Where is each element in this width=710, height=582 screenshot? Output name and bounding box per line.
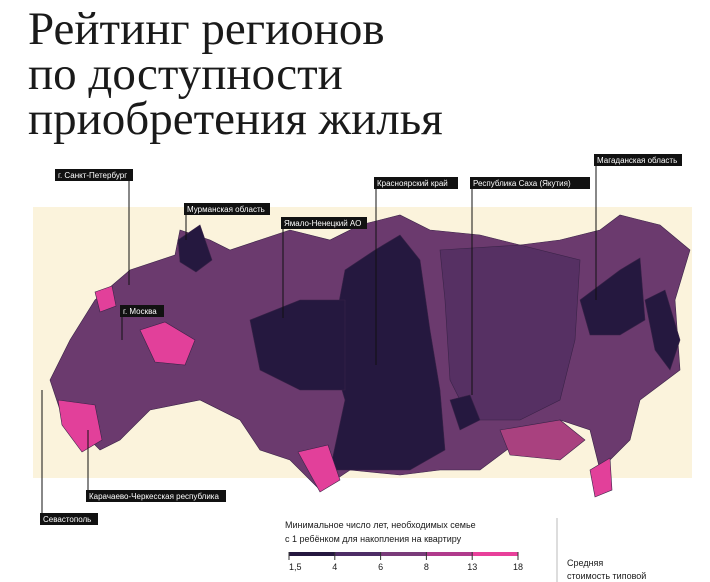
- region-label: Карачаево-Черкесская республика: [89, 492, 219, 501]
- label-box: [470, 177, 590, 189]
- legend-title: Минимальное число лет, необходимых семье: [285, 520, 476, 530]
- region: [57, 399, 103, 453]
- label-box: [40, 513, 98, 525]
- region: [439, 244, 581, 421]
- title-line: по доступности: [28, 48, 343, 100]
- title-line: Рейтинг регионов: [28, 3, 385, 55]
- note: стоимость типовой: [567, 571, 646, 581]
- region-label: Республика Саха (Якутия): [473, 179, 571, 188]
- region: [139, 321, 196, 366]
- region: [579, 257, 646, 336]
- legend-tick-label: 13: [467, 562, 477, 572]
- region-label: Магаданская область: [597, 156, 677, 165]
- legend-tick-label: 8: [424, 562, 429, 572]
- legend-tick-label: 4: [332, 562, 337, 572]
- label-box: [594, 154, 682, 166]
- legend: Минимальное число лет, необходимых семье…: [285, 520, 523, 572]
- region: [94, 285, 117, 313]
- legend-swatch: [289, 552, 335, 556]
- label-box: [374, 177, 458, 189]
- region: [449, 394, 481, 431]
- legend-swatch: [472, 552, 518, 556]
- legend-tick-label: 1,5: [289, 562, 302, 572]
- legend-swatch: [426, 552, 473, 556]
- map: [49, 214, 691, 498]
- legend-swatch: [334, 552, 381, 556]
- region-label: г. Санкт-Петербург: [58, 171, 127, 180]
- legend-title: с 1 ребёнком для накопления на квартиру: [285, 534, 462, 544]
- label-box: [120, 305, 164, 317]
- region: [499, 419, 586, 461]
- region-label: Мурманская область: [187, 205, 265, 214]
- legend-tick-label: 18: [513, 562, 523, 572]
- legend-swatch: [380, 552, 427, 556]
- region-label: Ямало-Ненецкий АО: [284, 219, 361, 228]
- map-labels: г. Санкт-Петербург Мурманская область Ям…: [40, 154, 682, 525]
- title-line: приобретения жилья: [28, 93, 443, 145]
- label-box: [86, 490, 226, 502]
- region-label: г. Москва: [123, 307, 157, 316]
- label-box: [55, 169, 133, 181]
- label-box: [184, 203, 270, 215]
- region-label: Красноярский край: [377, 179, 448, 188]
- note: Средняя: [567, 558, 603, 568]
- region: [329, 234, 446, 471]
- region: [644, 289, 681, 371]
- legend-tick-label: 6: [378, 562, 383, 572]
- region: [297, 444, 341, 493]
- region: [589, 457, 613, 498]
- label-box: [281, 217, 367, 229]
- region-label: Севастополь: [43, 515, 91, 524]
- region: [249, 299, 346, 391]
